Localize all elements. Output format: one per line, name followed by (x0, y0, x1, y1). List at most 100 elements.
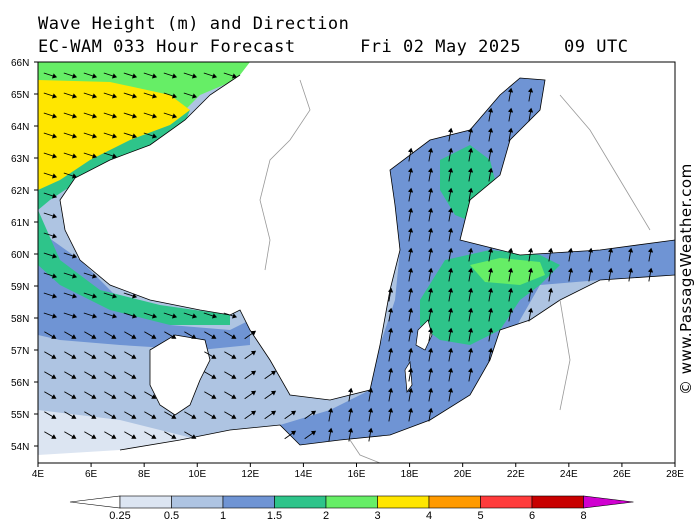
wave-direction-arrow (43, 252, 58, 259)
wave-direction-arrow (63, 292, 78, 299)
lon-label: 10E (188, 469, 206, 480)
land-scandinavia (60, 62, 675, 400)
forecast-line: EC-WAM 033 Hour Forecast Fri 02 May 2025… (38, 37, 628, 57)
wave-direction-arrow (244, 370, 257, 380)
wave-direction-arrow (427, 327, 434, 342)
wave-direction-arrow (63, 252, 78, 259)
lon-label: 18E (401, 469, 419, 480)
wave-direction-arrow (43, 92, 58, 99)
forecast-time: 09 UTC (564, 37, 629, 57)
wave-direction-arrow (83, 292, 98, 299)
wave-direction-arrow (203, 312, 218, 319)
wave-direction-arrow (44, 351, 57, 359)
legend-label: 2 (323, 510, 329, 522)
wave-direction-arrow (144, 391, 157, 399)
wave-direction-arrow (284, 430, 297, 440)
wave-direction-arrow (84, 351, 97, 359)
wave-direction-arrow (244, 410, 257, 420)
wave-direction-arrow (224, 411, 237, 419)
wave-direction-arrow (547, 287, 554, 302)
legend-label: 6 (529, 510, 535, 522)
wave-direction-arrow (43, 292, 58, 299)
wave-direction-arrow (43, 172, 58, 179)
wave-direction-arrow (103, 132, 118, 139)
wave-direction-arrow (487, 147, 494, 162)
lon-label: 4E (32, 469, 45, 480)
wave-direction-arrow (407, 327, 414, 342)
wave-direction-arrow (163, 92, 178, 99)
wave-direction-arrow (467, 147, 474, 162)
wave-direction-arrow (264, 370, 277, 380)
wave-direction-arrow (44, 411, 57, 419)
map-title: Wave Height (m) and Direction (38, 14, 350, 34)
wave-zone-2m (470, 258, 545, 285)
forecast-date: Fri 02 May 2025 (360, 37, 522, 57)
legend-label: 0.5 (164, 510, 179, 522)
wave-direction-arrow (527, 287, 534, 302)
wave-direction-arrow (144, 331, 157, 339)
wave-direction-arrow (43, 272, 58, 279)
wave-direction-arrow (43, 72, 58, 79)
legend-label: 1 (220, 510, 226, 522)
lon-label: 26E (613, 469, 631, 480)
wave-direction-arrow (64, 351, 77, 359)
wave-direction-arrow (447, 307, 454, 322)
wave-direction-arrow (63, 152, 78, 159)
wave-direction-arrow (367, 407, 374, 422)
wave-direction-arrow (123, 72, 138, 79)
wave-direction-arrow (587, 267, 594, 282)
longitude-axis: 4E 6E 8E 10E 12E 14E 16E 18E 20E 22E 24E 26E 28E (32, 463, 684, 480)
legend-swatch (531, 495, 584, 509)
wave-direction-arrow (487, 167, 494, 182)
wave-direction-arrow (43, 212, 58, 219)
wave-direction-arrow (44, 391, 57, 399)
lat-label: 61N (11, 218, 29, 229)
wave-direction-arrow (387, 327, 394, 342)
wave-direction-arrow (427, 367, 434, 382)
wave-direction-arrow (387, 347, 394, 362)
wave-direction-arrow (407, 347, 414, 362)
legend: 0.25 0.5 1 1.5 2 3 4 5 6 8 (69, 495, 634, 522)
wave-direction-arrow (447, 147, 454, 162)
wave-direction-arrow (204, 411, 217, 419)
wave-direction-arrow (327, 427, 334, 442)
forecast-model: EC-WAM 033 Hour Forecast (38, 37, 296, 57)
wave-direction-arrow (164, 411, 177, 419)
legend-swatch (119, 495, 172, 509)
wave-direction-arrow (387, 387, 394, 402)
wave-direction-arrow (507, 127, 514, 142)
wave-direction-arrow (124, 371, 137, 379)
legend-swatch (274, 495, 327, 509)
wave-direction-arrow (103, 92, 118, 99)
land-continent (38, 275, 675, 463)
wave-direction-arrow (183, 72, 198, 79)
wave-direction-arrow (607, 267, 614, 282)
wave-direction-arrow (223, 72, 238, 79)
legend-swatch (428, 495, 481, 509)
wave-direction-arrow (427, 307, 434, 322)
wave-direction-arrow (204, 371, 217, 379)
wave-direction-arrow (407, 227, 414, 242)
wave-direction-arrow (103, 112, 118, 119)
wave-direction-arrow (527, 247, 534, 262)
wave-direction-arrow (427, 407, 434, 422)
wave-zone-1m (38, 230, 250, 350)
wave-direction-arrow (63, 132, 78, 139)
wave-direction-arrow (447, 387, 454, 402)
wave-direction-arrow (387, 287, 394, 302)
wave-direction-arrow (244, 330, 257, 340)
wave-direction-arrow (487, 127, 494, 142)
wave-direction-arrow (64, 371, 77, 379)
legend-swatch (222, 495, 275, 509)
wave-direction-arrow (627, 267, 634, 282)
lon-label: 12E (241, 469, 259, 480)
wave-direction-arrow (83, 112, 98, 119)
wave-direction-arrow (143, 312, 158, 319)
wave-direction-arrow (447, 247, 454, 262)
wave-direction-arrow (224, 371, 237, 379)
wave-direction-arrow (427, 227, 434, 242)
wave-direction-arrow (527, 307, 534, 322)
legend-swatch (171, 495, 224, 509)
wave-direction-arrow (84, 331, 97, 339)
wave-direction-arrow (387, 367, 394, 382)
